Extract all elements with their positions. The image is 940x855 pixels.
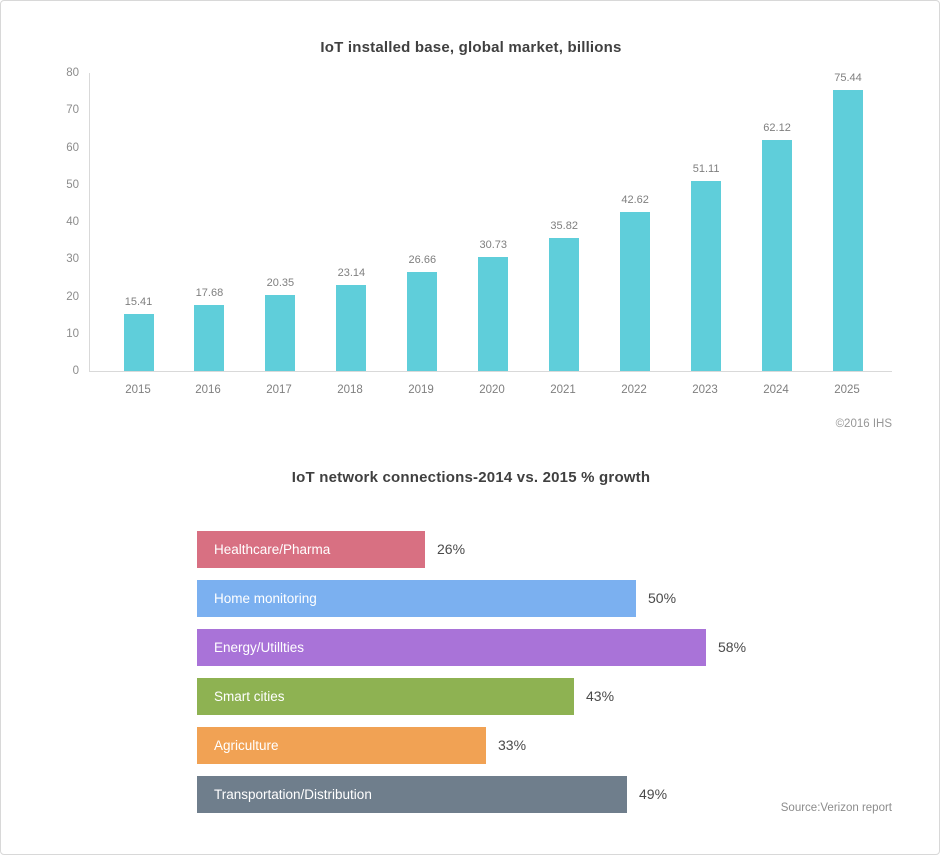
hbar-value-label: 49% <box>639 786 668 802</box>
hbar-category-label: Energy/Utillties <box>214 640 305 655</box>
bar-value-label: 75.44 <box>834 72 862 84</box>
x-tick-label: 2019 <box>408 384 434 396</box>
x-tick-label: 2024 <box>763 384 789 396</box>
x-tick-label: 2018 <box>337 384 363 396</box>
bar-2018 <box>336 285 366 371</box>
chart2-source: Source:Verizon report <box>780 802 892 814</box>
x-tick-label: 2022 <box>621 384 647 396</box>
hbar-Energy/Utillties: Energy/Utillties <box>197 629 706 666</box>
bar-2020 <box>478 257 508 371</box>
bar-value-label: 20.35 <box>266 277 295 289</box>
bar-2023 <box>691 181 721 371</box>
bar-2017 <box>265 295 295 371</box>
hbar-category-label: Smart cities <box>214 689 285 704</box>
hbar-Smart cities: Smart cities <box>197 678 574 715</box>
bar-value-label: 42.62 <box>621 194 649 206</box>
bar-2024 <box>762 140 792 371</box>
y-tick-label: 70 <box>66 104 79 117</box>
bar-value-label: 23.14 <box>337 267 366 279</box>
hbar-Transportation/Distribution: Transportation/Distribution <box>197 776 627 813</box>
x-tick-label: 2025 <box>834 384 860 396</box>
hbar-category-label: Agriculture <box>214 738 279 753</box>
hbar-Home monitoring: Home monitoring <box>197 580 636 617</box>
chart1-plot-area: 15.41 17.68 20.35 23.14 26.66 30.73 35.82 42.62… <box>89 72 892 372</box>
hbar-Agriculture: Agriculture <box>197 727 486 764</box>
bar-2022 <box>620 212 650 371</box>
y-tick-label: 20 <box>66 290 79 303</box>
hbar-category-label: Transportation/Distribution <box>214 787 372 802</box>
bar-value-label: 62.12 <box>763 122 791 134</box>
hbar-value-label: 58% <box>718 639 747 655</box>
bar-value-label: 15.41 <box>124 296 153 308</box>
y-tick-label: 40 <box>66 216 79 228</box>
bar-2015 <box>124 314 154 371</box>
bar-value-label: 17.68 <box>195 287 224 299</box>
x-tick-label: 2016 <box>195 384 221 396</box>
y-tick-label: 60 <box>66 141 79 154</box>
x-tick-label: 2015 <box>125 384 151 396</box>
chart1-attribution: ©2016 IHS <box>835 418 892 430</box>
x-tick-label: 2021 <box>550 384 576 396</box>
y-tick-label: 80 <box>66 67 79 79</box>
hbar-category-label: Healthcare/Pharma <box>214 542 331 557</box>
hbar-value-label: 50% <box>648 590 677 606</box>
y-tick-label: 10 <box>66 327 79 340</box>
chart1-title: IoT installed base, global market, billi… <box>320 39 622 56</box>
bar-2016 <box>194 305 224 371</box>
hbar-value-label: 26% <box>437 541 466 557</box>
y-tick-label: 50 <box>66 178 79 191</box>
bar-2025 <box>833 90 863 371</box>
x-tick-label: 2023 <box>692 384 718 396</box>
chart2-title: IoT network connections-2014 vs. 2015 % … <box>291 469 651 486</box>
hbar-category-label: Home monitoring <box>214 591 317 606</box>
y-tick-label: 30 <box>66 253 79 266</box>
x-tick-label: 2020 <box>479 384 505 396</box>
bar-value-label: 51.11 <box>692 163 720 175</box>
bar-value-label: 26.66 <box>408 254 437 266</box>
y-tick-label: 0 <box>72 365 79 377</box>
x-tick-label: 2017 <box>266 384 292 396</box>
bar-value-label: 30.73 <box>479 239 508 251</box>
bar-2019 <box>407 272 437 371</box>
hbar-value-label: 43% <box>586 688 615 704</box>
hbar-Healthcare/Pharma: Healthcare/Pharma <box>197 531 425 568</box>
bar-value-label: 35.82 <box>550 220 578 232</box>
hbar-value-label: 33% <box>498 737 527 753</box>
bar-2021 <box>549 238 579 371</box>
